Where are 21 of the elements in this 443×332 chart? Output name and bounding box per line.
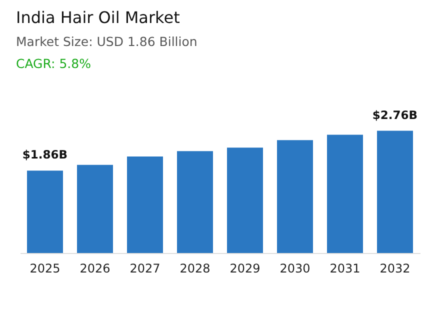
x-tick-label: 2027 [130, 262, 160, 276]
x-tick-label: 2028 [180, 262, 210, 276]
text: CAGR: 5.8% [16, 56, 91, 71]
data-label: $1.86B [22, 148, 68, 162]
x-tick-label: 2032 [380, 262, 410, 276]
bar [377, 130, 413, 253]
x-tick-label: 2029 [230, 262, 260, 276]
x-tick-label: 2026 [80, 262, 110, 276]
data-label: $2.76B [372, 108, 418, 122]
bar [277, 140, 313, 253]
chart-title: India Hair Oil Market [16, 8, 180, 27]
bar [327, 134, 363, 253]
bar [227, 148, 263, 253]
bar [27, 170, 63, 253]
bar [177, 151, 213, 253]
chart-subtitle: Market Size: USD 1.86 Billion [16, 34, 198, 49]
x-tick-label: 2030 [280, 262, 310, 276]
x-tick-label: 2031 [330, 262, 360, 276]
x-tick-label: 2025 [30, 262, 60, 276]
bar [127, 156, 163, 253]
bar [77, 164, 113, 253]
